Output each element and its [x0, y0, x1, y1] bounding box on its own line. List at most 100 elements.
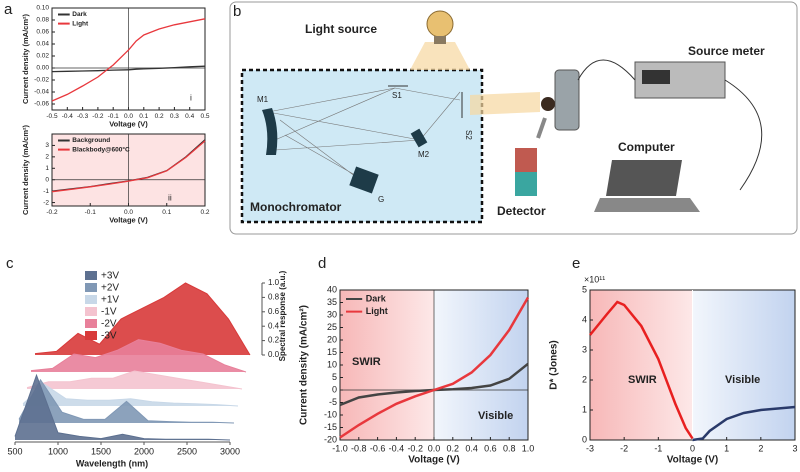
mirror-m2: [410, 128, 428, 148]
series-line: [51, 140, 206, 193]
x-tick-label: 2: [758, 443, 763, 453]
x-tick-label: 0.2: [155, 113, 164, 120]
device-top: [515, 148, 537, 172]
z-axis-label: Spectral response (a.u.): [278, 270, 287, 361]
y-tick-label: 25: [327, 322, 337, 332]
panel-label: b: [233, 3, 241, 20]
x-tick-label: 3: [792, 443, 797, 453]
mirror-m1: [262, 108, 278, 155]
area-fill: [15, 375, 230, 440]
y-tick-label: -1: [43, 188, 49, 195]
y-tick-label: 0.10: [36, 5, 49, 12]
x-tick-label: 0.0: [428, 443, 441, 453]
laptop-screen: [606, 160, 682, 196]
z-tick-label: 0.2: [268, 336, 280, 345]
y-tick-label: 0.02: [36, 53, 49, 60]
x-tick-label: 2500: [177, 446, 197, 456]
x-tick-label: -0.2: [92, 113, 104, 120]
x-tick-label: 1500: [91, 446, 111, 456]
z-tick-label: 0.8: [268, 293, 280, 302]
y-tick-label: -0.02: [34, 77, 49, 84]
series-line: [22, 383, 239, 407]
y-axis-label: Current density (mA/cm²): [21, 13, 30, 104]
x-tick-label: -0.1: [108, 113, 120, 120]
panel-label: a: [4, 1, 13, 18]
x-tick-label: -3: [586, 443, 594, 453]
y-axis-label: Current density (mA/cm²): [21, 124, 30, 215]
y-axis-label: Current density (mA/cm²): [299, 305, 310, 425]
y-tick-label: -2: [43, 199, 49, 206]
annotation: SWIR: [352, 356, 381, 368]
legend-label: -2V: [101, 319, 117, 330]
x-tick-label: 0.2: [447, 443, 460, 453]
label: S1: [392, 91, 402, 100]
x-tick-label: 0.1: [139, 113, 148, 120]
panel-label: e: [572, 255, 580, 272]
grating: [349, 166, 379, 194]
area-fill: [31, 339, 246, 372]
y-tick-label: 0.06: [36, 29, 49, 36]
x-tick-label: -0.1: [85, 209, 97, 216]
x-tick-label: 1: [724, 443, 729, 453]
meter-display: [642, 70, 670, 84]
series-line: [692, 405, 796, 442]
x-tick-label: -1: [654, 443, 662, 453]
x-axis-label: Voltage (V): [667, 454, 718, 465]
legend-label: Light: [72, 20, 89, 27]
x-tick-label: -0.4: [62, 113, 74, 120]
y-tick-label: 3: [582, 344, 587, 354]
axis-multiplier: ×10¹¹: [584, 274, 605, 284]
legend-label: Background: [72, 137, 110, 144]
legend-label: Blackbody@600°C: [72, 145, 130, 153]
y-tick-label: 15: [327, 347, 337, 357]
y-tick-label: -10: [324, 409, 337, 419]
y-tick-label: 4: [582, 314, 587, 324]
x-tick-label: 0.2: [200, 209, 209, 216]
annotation: Visible: [478, 410, 513, 422]
y-tick-label: 0: [45, 176, 49, 183]
y-tick-label: 20: [327, 334, 337, 344]
legend-swatch: [85, 295, 97, 304]
cables: [577, 59, 763, 191]
x-tick-label: 2000: [134, 446, 154, 456]
legend-swatch: [85, 331, 97, 340]
label: M2: [418, 150, 430, 159]
series-line: [26, 370, 243, 390]
y-tick-label: -0.04: [34, 89, 49, 96]
y-tick-label: -5: [329, 397, 337, 407]
y-tick-label: 1: [45, 165, 49, 172]
z-tick-label: 0.0: [268, 350, 280, 359]
y-tick-label: 35: [327, 297, 337, 307]
legend-label: Dark: [72, 11, 87, 18]
schematic: Light source Source meter Computer Detec…: [229, 1, 798, 235]
y-tick-label: 0.08: [36, 17, 49, 24]
y-tick-label: 0.04: [36, 41, 49, 48]
monochromator-box: [240, 68, 484, 224]
annotation: SWIR: [628, 374, 657, 386]
detector-window: [541, 97, 555, 111]
region-shade: [692, 290, 795, 440]
y-tick-label: 0.00: [36, 65, 49, 72]
light-beam: [410, 42, 470, 70]
x-tick-label: 0.3: [170, 113, 179, 120]
laptop-base: [594, 198, 700, 212]
x-tick-label: -0.5: [46, 113, 58, 120]
legend-label: -3V: [101, 331, 117, 342]
annotation: i: [190, 92, 192, 102]
x-tick-label: 0.8: [503, 443, 516, 453]
series-line: [14, 373, 231, 441]
panel-label: c: [6, 255, 14, 272]
z-tick-label: 0.4: [268, 321, 280, 330]
series-line: [51, 65, 206, 73]
y-tick-label: -15: [324, 422, 337, 432]
y-tick-label: 2: [45, 154, 49, 161]
x-tick-label: 500: [7, 446, 22, 456]
legend-label: +3V: [101, 271, 119, 282]
x-tick-label: 3000: [220, 446, 240, 456]
output-beam: [470, 92, 540, 115]
x-tick-label: 1000: [48, 446, 68, 456]
bulb: [426, 10, 454, 38]
x-tick-label: -0.6: [370, 443, 386, 453]
